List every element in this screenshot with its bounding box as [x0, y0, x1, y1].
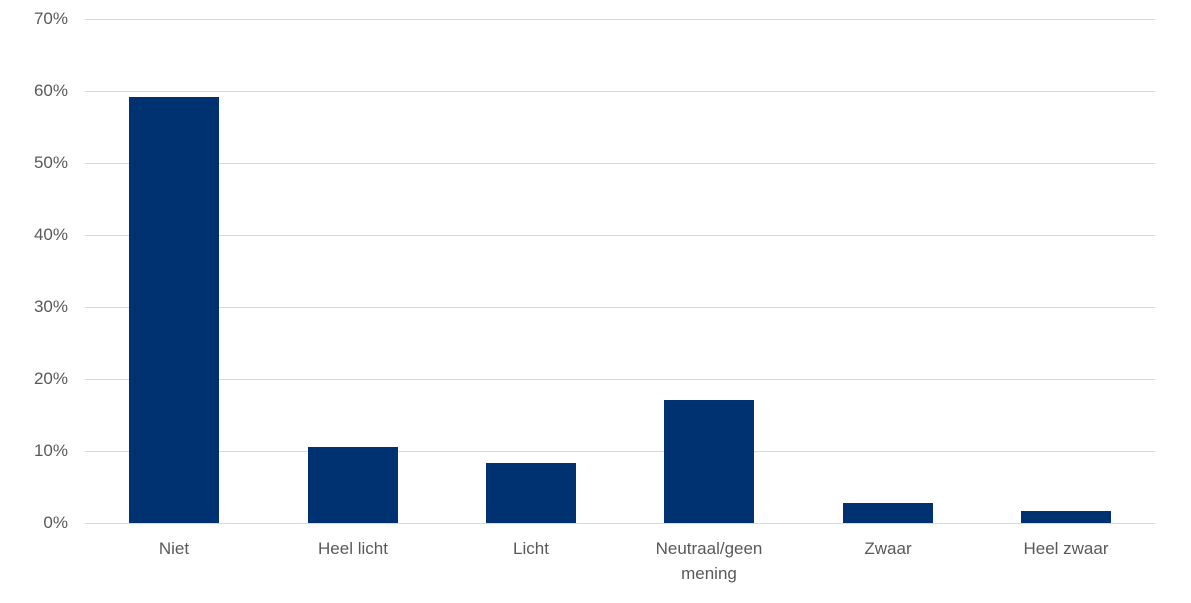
x-axis-category-label: Zwaar: [864, 539, 912, 558]
gridline: [85, 234, 1155, 236]
gridline: [85, 450, 1155, 452]
gridline: [85, 90, 1155, 92]
y-axis-tick-label: 10%: [33, 441, 68, 460]
x-axis-category-label: Niet: [158, 539, 190, 558]
x-axis-category-label: Licht: [513, 539, 549, 558]
bar-zwaar: [843, 503, 933, 523]
gridline: [85, 162, 1155, 164]
gridline: [85, 306, 1155, 308]
y-axis-tick-label: 0%: [43, 513, 68, 532]
y-axis-tick-label: 30%: [33, 297, 68, 316]
y-axis-tick-label: 70%: [33, 9, 68, 28]
y-axis-tick-label: 20%: [33, 369, 68, 388]
bar-heel-zwaar: [1021, 511, 1111, 523]
bar-licht: [486, 463, 576, 523]
x-axis-category-label: Neutraal/geen mening: [655, 539, 763, 583]
y-axis-tick-label: 60%: [33, 81, 68, 100]
gridline: [85, 18, 1155, 20]
y-axis-tick-label: 40%: [33, 225, 68, 244]
y-axis-tick-label: 50%: [33, 153, 68, 172]
bar-heel-licht: [308, 447, 398, 523]
bar-niet: [129, 97, 219, 523]
gridline: [85, 378, 1155, 380]
x-axis-line: [85, 522, 1155, 524]
x-axis-category-label: Heel licht: [318, 539, 388, 558]
x-axis-category-label: Heel zwaar: [1023, 539, 1109, 558]
bar-neutraal-geen-mening: [664, 400, 754, 523]
